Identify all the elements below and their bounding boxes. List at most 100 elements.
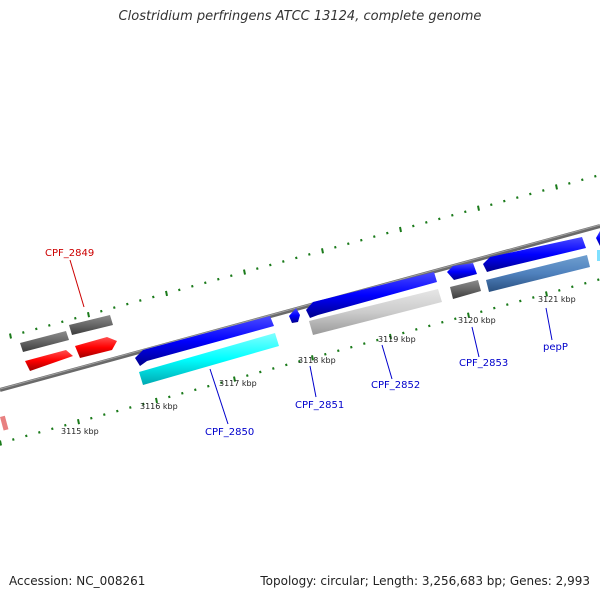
gc-tick bbox=[74, 316, 77, 320]
gc-tick bbox=[399, 226, 402, 233]
gc-tick bbox=[454, 317, 457, 321]
gc-tick bbox=[61, 320, 64, 324]
gc-tick bbox=[12, 438, 15, 441]
gc-tick bbox=[285, 363, 288, 367]
gc-tick bbox=[373, 235, 376, 238]
gene-label-cpf-2850: CPF_2850 bbox=[205, 427, 254, 438]
kbp-label: 3121 kbp bbox=[538, 295, 576, 304]
gc-tick bbox=[87, 312, 90, 318]
partial-feature-right-cyan bbox=[597, 250, 600, 261]
gc-tick bbox=[415, 328, 418, 331]
gc-tick bbox=[116, 409, 119, 413]
gc-tick bbox=[9, 333, 12, 339]
gc-tick bbox=[438, 217, 441, 221]
gc-tick bbox=[334, 245, 337, 249]
gc-tick bbox=[363, 342, 366, 345]
gc-tick bbox=[402, 331, 405, 335]
gc-tick bbox=[220, 381, 223, 385]
gc-tick bbox=[532, 296, 535, 299]
gc-tick bbox=[581, 178, 584, 182]
partial-feature-left bbox=[0, 415, 9, 431]
gc-tick bbox=[425, 221, 428, 224]
gc-tick bbox=[542, 189, 545, 192]
genome-backbone-highlight bbox=[0, 224, 600, 390]
blast-hit-gray bbox=[20, 331, 69, 352]
gc-tick bbox=[22, 331, 25, 334]
gc-tick bbox=[25, 434, 28, 438]
gc-tick bbox=[217, 277, 220, 281]
leader-cpf-2850 bbox=[209, 368, 229, 425]
gc-tick bbox=[64, 423, 67, 427]
gene-label-cpf-2851: CPF_2851 bbox=[295, 400, 344, 411]
gc-tick bbox=[428, 324, 431, 328]
gc-tick bbox=[165, 290, 168, 297]
map-title: Clostridium perfringens ATCC 13124, comp… bbox=[118, 9, 482, 24]
gc-tick bbox=[451, 213, 454, 217]
gc-tick bbox=[142, 402, 145, 406]
gc-tick bbox=[129, 406, 132, 409]
gc-tick bbox=[594, 174, 597, 178]
leader-cpf-2852 bbox=[381, 344, 393, 380]
pepp-features bbox=[483, 237, 590, 292]
gc-tick bbox=[477, 205, 480, 211]
gc-tick bbox=[386, 231, 389, 235]
cpf-2853-features bbox=[447, 263, 481, 299]
gc-tick bbox=[48, 324, 51, 327]
gc-tick bbox=[493, 306, 496, 310]
gc-tick bbox=[155, 397, 158, 404]
blast-hit-light bbox=[309, 289, 442, 335]
leader-cpf-2849 bbox=[69, 259, 85, 308]
gc-tick bbox=[464, 210, 467, 214]
gc-tick bbox=[269, 263, 272, 267]
cds-reverse-blue bbox=[447, 263, 477, 280]
blast-hit-cyan bbox=[139, 333, 279, 385]
cds-reverse-blue bbox=[135, 316, 274, 366]
gc-tick bbox=[126, 302, 129, 306]
gc-tick bbox=[311, 355, 314, 361]
cpf-2852-features bbox=[306, 272, 442, 335]
kbp-label: 3115 kbp bbox=[61, 427, 99, 436]
gc-tick bbox=[337, 349, 340, 353]
gc-tick bbox=[571, 285, 574, 289]
leader-cpf-2851 bbox=[309, 365, 317, 398]
cds-forward-red bbox=[75, 337, 117, 358]
gc-tick bbox=[545, 291, 548, 297]
kbp-label: 3120 kbp bbox=[458, 316, 496, 325]
gc-tick bbox=[90, 416, 93, 420]
gene-labels: CPF_2849 CPF_2850 CPF_2851 CPF_2852 CPF_… bbox=[45, 248, 568, 438]
gc-tick bbox=[204, 281, 207, 285]
gc-tick bbox=[324, 352, 327, 356]
gc-tick bbox=[412, 224, 415, 228]
gc-tick bbox=[113, 306, 116, 309]
gc-tick bbox=[308, 253, 311, 256]
gc-tick bbox=[503, 199, 506, 203]
gc-tick bbox=[256, 267, 259, 270]
gc-tick bbox=[529, 192, 532, 196]
cds-reverse-blue-small bbox=[289, 308, 300, 323]
gc-tick bbox=[506, 303, 509, 306]
gc-tick bbox=[376, 338, 379, 342]
gc-tick bbox=[246, 374, 249, 377]
kbp-label: 3118 kbp bbox=[298, 356, 336, 365]
gc-tick bbox=[298, 360, 301, 363]
gc-tick bbox=[282, 260, 285, 263]
gc-tick bbox=[516, 196, 519, 199]
gene-label-pepp: pepP bbox=[543, 342, 568, 353]
kbp-label: 3117 kbp bbox=[219, 379, 257, 388]
gc-tick bbox=[389, 333, 392, 340]
gene-label-cpf-2849: CPF_2849 bbox=[45, 248, 94, 259]
gc-tick bbox=[490, 203, 493, 207]
gc-tick bbox=[441, 320, 444, 324]
cpf-2849-features bbox=[20, 315, 117, 371]
kbp-label: 3119 kbp bbox=[378, 335, 416, 344]
gc-tick bbox=[230, 274, 233, 278]
genome-backbone bbox=[0, 224, 600, 392]
cpf-2850-features bbox=[135, 316, 279, 385]
gc-tick bbox=[191, 284, 194, 288]
gc-tick bbox=[233, 376, 236, 382]
cds-reverse-blue bbox=[483, 237, 586, 272]
blast-hit-steel bbox=[486, 255, 590, 292]
gc-tick bbox=[480, 310, 483, 314]
kbp-label: 3116 kbp bbox=[140, 402, 178, 411]
